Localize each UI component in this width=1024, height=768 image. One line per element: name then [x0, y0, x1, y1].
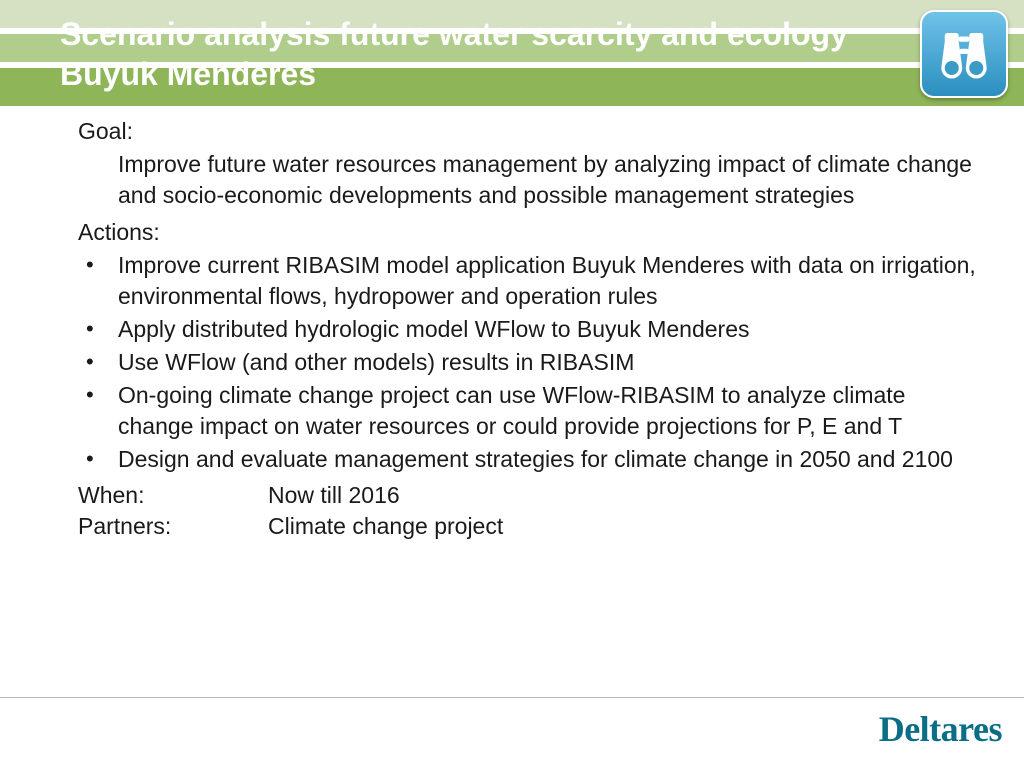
list-item: Improve current RIBASIM model applicatio… [78, 250, 984, 312]
when-value: Now till 2016 [268, 480, 984, 511]
deltares-logo: Deltares [879, 708, 1002, 750]
binoculars-icon [920, 10, 1008, 98]
partners-label: Partners: [78, 511, 268, 542]
actions-list: Improve current RIBASIM model applicatio… [78, 250, 984, 475]
when-label: When: [78, 480, 268, 511]
footer-divider [0, 697, 1024, 698]
partners-row: Partners: Climate change project [78, 511, 984, 542]
when-row: When: Now till 2016 [78, 480, 984, 511]
list-item: Apply distributed hydrologic model WFlow… [78, 314, 984, 345]
goal-label: Goal: [78, 116, 984, 147]
list-item: Use WFlow (and other models) results in … [78, 347, 984, 378]
list-item: Design and evaluate management strategie… [78, 444, 984, 475]
actions-label: Actions: [78, 217, 984, 248]
partners-value: Climate change project [268, 511, 984, 542]
slide-title: Scenario analysis future water scarcity … [60, 14, 904, 94]
slide-body: Goal: Improve future water resources man… [78, 116, 984, 542]
goal-text: Improve future water resources managemen… [118, 149, 984, 211]
list-item: On-going climate change project can use … [78, 380, 984, 442]
